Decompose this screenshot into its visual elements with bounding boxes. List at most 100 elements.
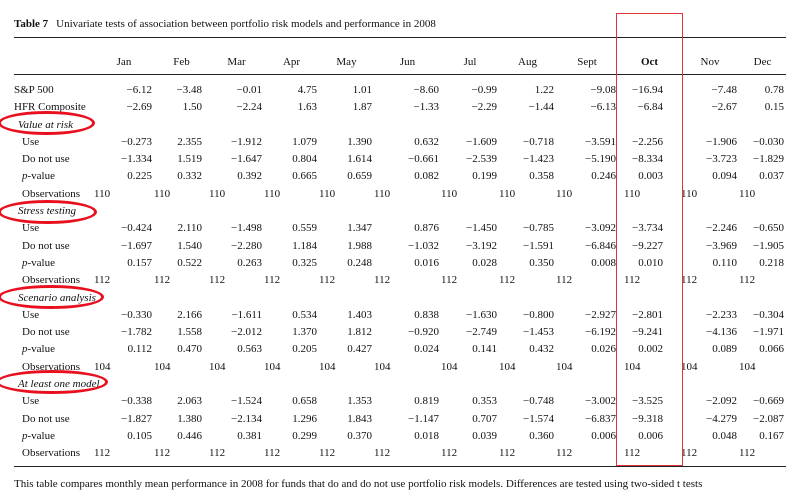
table-cell: 112 xyxy=(374,447,391,460)
table-cell: 0.010 xyxy=(638,256,663,269)
table-cell: 0.246 xyxy=(591,170,616,183)
table-number: Table 7 xyxy=(14,18,49,30)
table-cell: 0.350 xyxy=(529,256,554,269)
table-cell: −0.785 xyxy=(523,222,554,235)
table-cell: −0.030 xyxy=(753,135,784,148)
table-cell: 0.632 xyxy=(414,135,439,148)
table-cell: 0.082 xyxy=(414,170,439,183)
column-header-may: May xyxy=(336,56,357,68)
table-cell: −0.718 xyxy=(523,135,554,148)
table-row: Do not use −1.697 1.540 −2.280 1.184 1.988 −1.… xyxy=(14,238,786,255)
table-row: Use −0.330 2.166 −1.611 0.534 1.403 0.838 −1.63… xyxy=(14,307,786,324)
table-cell: −8.334 xyxy=(632,153,663,166)
top-rule xyxy=(14,37,786,38)
table-cell: 110 xyxy=(94,187,111,200)
table-cell: 112 xyxy=(556,274,573,287)
table-cell: 0.838 xyxy=(414,308,439,321)
table-cell: 1.390 xyxy=(347,135,372,148)
table-cell: 112 xyxy=(499,447,516,460)
table-cell: 112 xyxy=(209,274,226,287)
table-cell: 1.988 xyxy=(347,239,372,252)
table-cell: −2.087 xyxy=(753,412,784,425)
table-cell: 0.066 xyxy=(759,343,784,356)
table-cell: −2.67 xyxy=(711,101,737,114)
table-cell: 0.78 xyxy=(764,84,784,96)
table-cell: −0.748 xyxy=(523,395,554,408)
table-cell: 0.094 xyxy=(712,170,737,183)
table-cell: 0.112 xyxy=(127,343,152,356)
table-cell: 0.370 xyxy=(347,429,372,442)
table-cell: 0.157 xyxy=(127,256,152,269)
table-cell: 0.446 xyxy=(177,429,202,442)
table-cell: −2.092 xyxy=(706,395,737,408)
row-label: Observations xyxy=(22,274,81,287)
table-cell: 104 xyxy=(556,360,573,373)
table-cell: −1.906 xyxy=(706,135,737,148)
table-cell: 2.110 xyxy=(177,222,202,235)
table-cell: 0.037 xyxy=(759,170,784,183)
table-cell: 0.225 xyxy=(127,170,152,183)
table-cell: −0.800 xyxy=(523,308,554,321)
table-cell: 0.024 xyxy=(414,343,439,356)
table-cell: 0.263 xyxy=(237,256,262,269)
table-cell: 112 xyxy=(441,447,458,460)
table-cell: 1.87 xyxy=(352,101,372,114)
table-cell: 112 xyxy=(94,274,111,287)
table-cell: −0.273 xyxy=(121,135,152,148)
table-row: Do not use −1.782 1.558 −2.012 1.370 1.812 −0.… xyxy=(14,324,786,341)
table-cell: −3.525 xyxy=(632,395,663,408)
table-cell: 1.519 xyxy=(177,153,202,166)
table-cell: 1.296 xyxy=(292,412,317,425)
table-cell: −6.12 xyxy=(126,84,152,96)
table-cell: 0.167 xyxy=(759,429,784,442)
table-cell: 112 xyxy=(264,447,281,460)
table-cell: −1.630 xyxy=(466,308,497,321)
table-cell: 0.299 xyxy=(292,429,317,442)
table-cell: 112 xyxy=(739,274,756,287)
table-cell: 0.028 xyxy=(472,256,497,269)
table-cell: −3.192 xyxy=(466,239,497,252)
bottom-rule xyxy=(14,466,786,467)
table-cell: 0.218 xyxy=(759,256,784,269)
table-cell: 1.540 xyxy=(177,239,202,252)
october-highlight-box xyxy=(616,13,683,466)
table-cell: −6.192 xyxy=(585,326,616,339)
table-cell: −1.697 xyxy=(121,239,152,252)
section-highlight-ellipse xyxy=(0,370,108,394)
table-cell: −2.280 xyxy=(231,239,262,252)
table-cell: 110 xyxy=(681,187,698,200)
section-highlight-ellipse xyxy=(0,111,95,135)
table-cell: 112 xyxy=(94,447,111,460)
table-cell: 0.360 xyxy=(529,429,554,442)
table-cell: −2.256 xyxy=(632,135,663,148)
table-cell: 104 xyxy=(319,360,336,373)
table-cell: −1.782 xyxy=(121,326,152,339)
section-highlight-ellipse xyxy=(0,285,104,309)
table-cell: 0.016 xyxy=(414,256,439,269)
table-cell: 112 xyxy=(681,274,698,287)
table-cell: −0.650 xyxy=(753,222,784,235)
column-header-aug: Aug xyxy=(518,56,537,68)
table-cell: 0.659 xyxy=(347,170,372,183)
table-cell: −1.609 xyxy=(466,135,497,148)
table-cell: 0.018 xyxy=(414,429,439,442)
column-header-jun: Jun xyxy=(399,56,416,68)
table-cell: 112 xyxy=(374,274,391,287)
table-cell: 0.003 xyxy=(638,170,663,183)
row-label: p-value xyxy=(22,170,55,183)
row-label: Do not use xyxy=(22,239,70,252)
table-cell: −0.99 xyxy=(471,84,497,96)
table-cell: 110 xyxy=(556,187,573,200)
table-cell: 0.563 xyxy=(237,343,262,356)
row-label: HFR Composite xyxy=(14,101,86,114)
table-cell: −16.94 xyxy=(632,84,663,96)
table-cell: 1.347 xyxy=(347,222,372,235)
table-cell: 2.355 xyxy=(177,135,202,148)
row-label: p-value xyxy=(22,429,55,442)
table-cell: 0.110 xyxy=(712,256,737,269)
table-cell: −3.734 xyxy=(632,222,663,235)
table-row: S&P 500 −6.12 −3.48 −0.01 4.75 1.01 −8.60 −0.99… xyxy=(14,82,786,99)
table-cell: 0.325 xyxy=(292,256,317,269)
table-cell: 110 xyxy=(319,187,336,200)
table-cell: 0.205 xyxy=(292,343,317,356)
